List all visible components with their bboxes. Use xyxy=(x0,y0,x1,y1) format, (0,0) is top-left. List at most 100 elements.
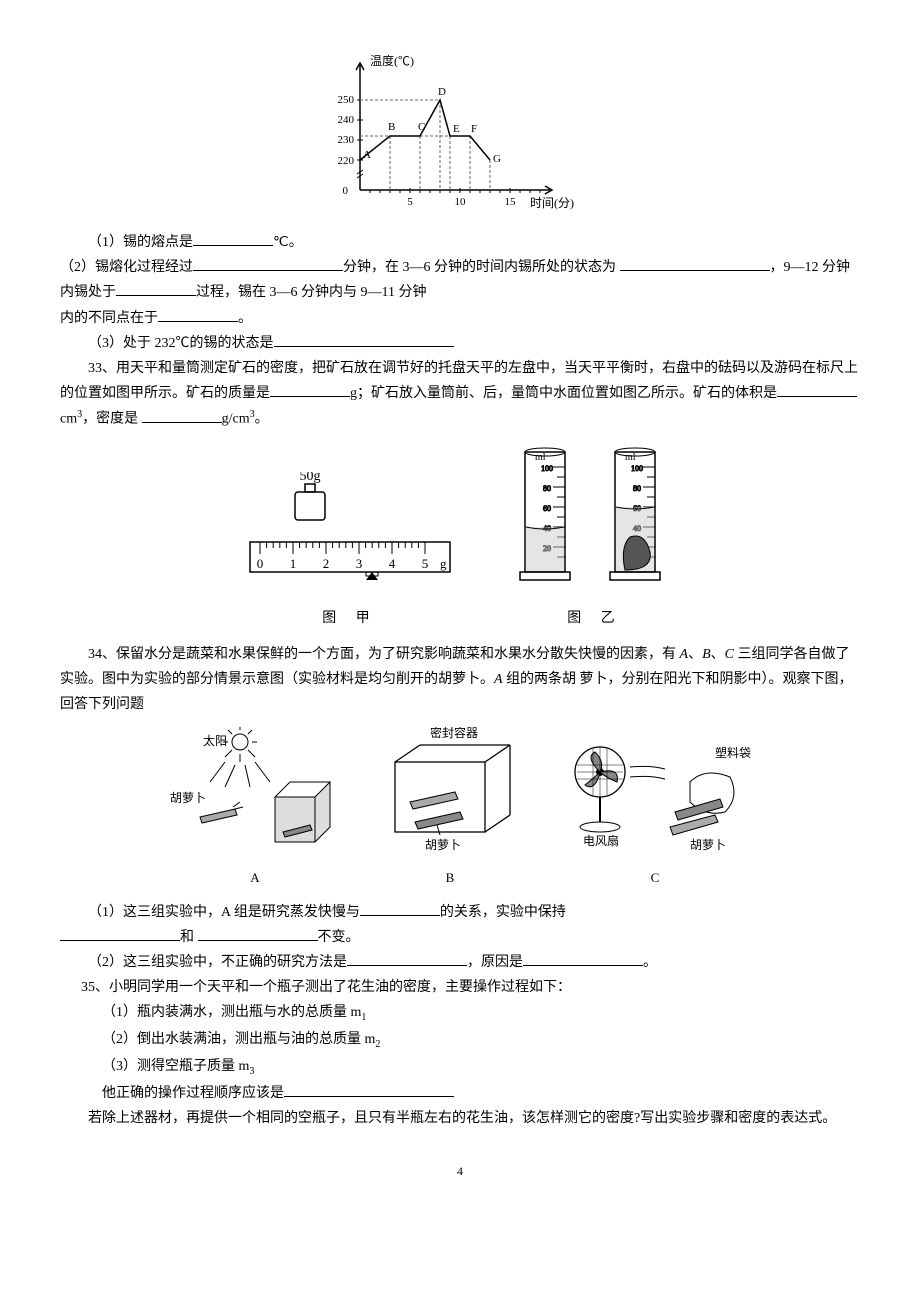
fig-C: 电风扇 塑料袋 胡萝卜 C xyxy=(555,727,755,890)
q34-figures: 太阳 胡萝卜 A 密封容器 胡萝卜 B xyxy=(60,727,860,890)
q33-figures: 50g 0 1 2 3 4 5 g 图 甲 xyxy=(60,442,860,631)
svg-text:240: 240 xyxy=(338,114,355,126)
q34-gB: B xyxy=(702,647,711,662)
label-A: A xyxy=(165,866,345,889)
q32-part1: （1）锡的熔点是 ℃。 xyxy=(60,230,860,255)
svg-text:D: D xyxy=(438,86,446,98)
label-C: C xyxy=(555,866,755,889)
q34-part2: （2）这三组实验中，不正确的研究方法是，原因是。 xyxy=(60,950,860,975)
q32-p3-prefix: （3）处于 232℃的锡的状态是 xyxy=(88,336,274,351)
q35-s2: （2）倒出水装满油，测出瓶与油的总质量 m2 xyxy=(60,1027,860,1054)
q34-intro: 34、保留水分是蔬菜和水果保鲜的一个方面，为了研究影响蔬菜和水果水分散失快慢的因… xyxy=(60,642,860,718)
q33-t5: g/cm xyxy=(222,412,250,427)
q32-p1-prefix: （1）锡的熔点是 xyxy=(88,235,193,250)
cylinder-svg: ml 100 80 60 40 20 ml 100 80 60 40 20 xyxy=(505,442,685,592)
fig-A: 太阳 胡萝卜 A xyxy=(165,727,345,890)
svg-text:5: 5 xyxy=(407,196,413,208)
q33-t2: g；矿石放入量筒前、后，量筒中水面位置如图乙所示。矿石的体积是 xyxy=(350,386,777,401)
svg-text:密封容器: 密封容器 xyxy=(430,727,478,740)
q33-t6: 。 xyxy=(255,412,269,427)
svg-text:E: E xyxy=(453,123,460,135)
q32-p2-l2: 内的不同点在于 xyxy=(60,311,158,326)
svg-text:太阳: 太阳 xyxy=(203,733,227,748)
q35-i: 35、小明同学用一个天平和一个瓶子测出了花生油的密度，主要操作过程如下： xyxy=(81,980,571,995)
blank xyxy=(360,901,440,916)
q35-extra: 若除上述器材，再提供一个相同的空瓶子，且只有半瓶左右的花生油，该怎样测它的密度?… xyxy=(60,1106,860,1131)
q32-part2-line2: 内的不同点在于。 xyxy=(60,306,860,331)
q34-gA: A xyxy=(680,647,689,662)
blank xyxy=(274,332,454,347)
blank xyxy=(116,281,196,296)
q34-gA2: A xyxy=(494,672,503,687)
svg-text:220: 220 xyxy=(338,155,355,167)
svg-text:230: 230 xyxy=(338,134,355,146)
svg-text:2: 2 xyxy=(323,556,330,571)
blank xyxy=(620,256,770,271)
svg-text:80: 80 xyxy=(633,484,641,493)
svg-text:60: 60 xyxy=(543,504,551,513)
blank xyxy=(193,231,273,246)
cylinder-caption: 图 乙 xyxy=(505,606,685,631)
blank xyxy=(777,382,857,397)
svg-text:100: 100 xyxy=(541,464,553,473)
balance-figure: 50g 0 1 2 3 4 5 g 图 甲 xyxy=(235,472,465,631)
svg-text:4: 4 xyxy=(389,556,396,571)
q34-p2-suf: 。 xyxy=(643,955,657,970)
blank xyxy=(198,926,318,941)
q35-order: 他正确的操作过程顺序应该是 xyxy=(60,1081,860,1106)
balance-svg: 50g 0 1 2 3 4 5 g xyxy=(235,472,465,592)
q34-part1: （1）这三组实验中，A 组是研究蒸发快慢与的关系，实验中保持 xyxy=(60,900,860,925)
q32-part3: （3）处于 232℃的锡的状态是 xyxy=(60,331,860,356)
q32-p2-m3: 过程，锡在 3—6 分钟内与 9—11 分钟 xyxy=(196,285,426,300)
svg-text:A: A xyxy=(363,149,371,161)
q34-p1-pre: （1）这三组实验中，A 组是研究蒸发快慢与 xyxy=(88,905,360,920)
svg-text:胡萝卜: 胡萝卜 xyxy=(690,838,726,852)
svg-text:ml: ml xyxy=(625,452,636,463)
q34-part1-line2: 和 不变。 xyxy=(60,925,860,950)
svg-text:G: G xyxy=(493,153,501,165)
blank xyxy=(60,926,180,941)
svg-text:胡萝卜: 胡萝卜 xyxy=(425,838,461,852)
q34-p1-l2: 和 xyxy=(180,930,198,945)
weight-label: 50g xyxy=(300,472,321,484)
balance-caption: 图 甲 xyxy=(235,606,465,631)
q35-order-pre: 他正确的操作过程顺序应该是 xyxy=(102,1086,284,1101)
svg-text:g: g xyxy=(440,556,447,571)
svg-text:电风扇: 电风扇 xyxy=(583,833,619,848)
q32-p2-prefix: （2）锡熔化过程经过 xyxy=(60,260,193,275)
svg-text:C: C xyxy=(418,121,425,133)
q34-i1: 34、保留水分是蔬菜和水果保鲜的一个方面，为了研究影响蔬菜和水果水分散失快慢的因… xyxy=(88,647,676,662)
svg-text:3: 3 xyxy=(356,556,363,571)
label-B: B xyxy=(365,866,535,889)
q32-p1-suffix: ℃。 xyxy=(273,235,303,250)
q32-p2-m1: 分钟，在 3—6 分钟的时间内锡所处的状态为 xyxy=(343,260,616,275)
svg-text:10: 10 xyxy=(455,196,467,208)
svg-text:1: 1 xyxy=(290,556,297,571)
q35-s3: （3）测得空瓶子质量 m3 xyxy=(60,1054,860,1081)
svg-text:100: 100 xyxy=(631,464,643,473)
svg-text:时间(分): 时间(分) xyxy=(530,196,574,210)
temp-chart-container: 0 220 230 240 250 5 10 15 A B C D E F G … xyxy=(60,50,860,220)
page-number: 4 xyxy=(60,1161,860,1183)
q34-p2-pre: （2）这三组实验中，不正确的研究方法是 xyxy=(88,955,347,970)
svg-text:塑料袋: 塑料袋 xyxy=(715,745,751,760)
fig-B: 密封容器 胡萝卜 B xyxy=(365,727,535,890)
q32-part2: （2）锡熔化过程经过分钟，在 3—6 分钟的时间内锡所处的状态为 ，9—12 分… xyxy=(60,255,860,305)
blank xyxy=(523,951,643,966)
blank xyxy=(284,1082,454,1097)
svg-text:胡萝卜: 胡萝卜 xyxy=(170,791,206,805)
svg-text:5: 5 xyxy=(422,556,429,571)
svg-text:0: 0 xyxy=(343,185,349,197)
svg-text:ml: ml xyxy=(535,452,546,463)
svg-text:250: 250 xyxy=(338,94,355,106)
blank xyxy=(142,408,222,423)
q34-p1-suf: 不变。 xyxy=(318,930,360,945)
svg-text:80: 80 xyxy=(543,484,551,493)
blank xyxy=(158,307,238,322)
svg-text:15: 15 xyxy=(505,196,517,208)
svg-text:0: 0 xyxy=(257,556,264,571)
q33-t4: ，密度是 xyxy=(82,412,138,427)
q35-s1: （1）瓶内装满水，测出瓶与水的总质量 m1 xyxy=(60,1000,860,1027)
blank xyxy=(347,951,467,966)
q34-gC: C xyxy=(725,647,734,662)
